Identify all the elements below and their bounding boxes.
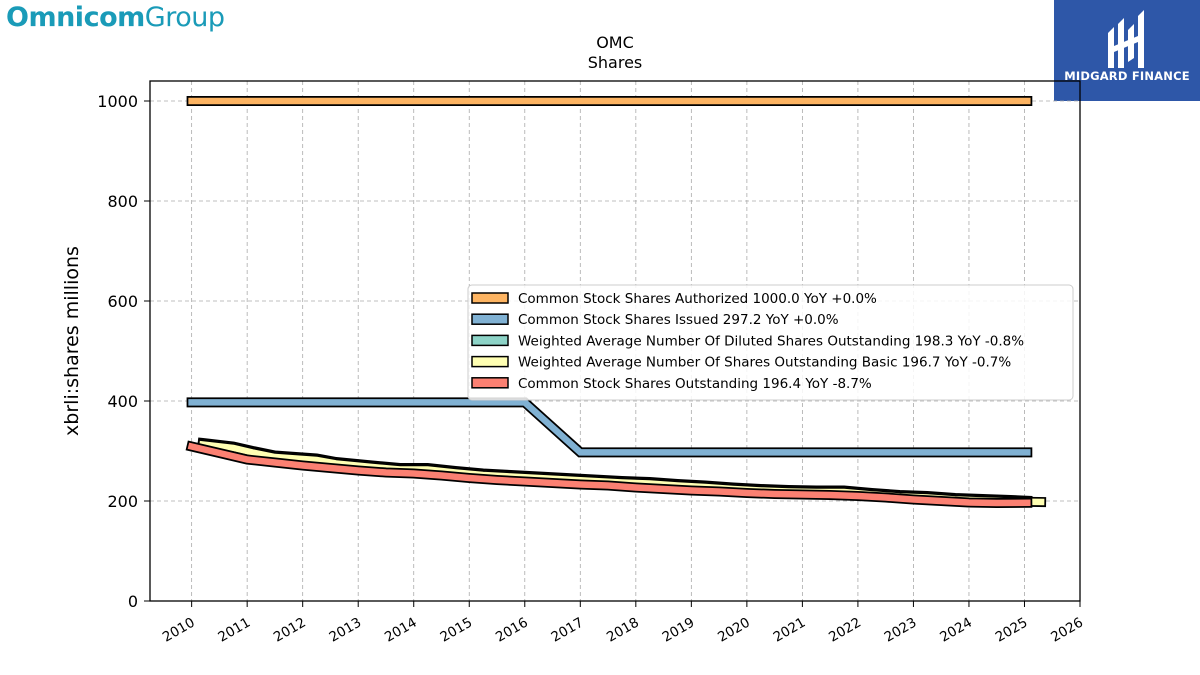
legend-swatch bbox=[471, 334, 509, 347]
x-tick-label: 2014 bbox=[382, 615, 420, 646]
midgard-finance-text: MIDGARD FINANCE bbox=[1064, 69, 1190, 83]
series-outline-common-stock-shares-issued bbox=[186, 397, 1033, 458]
x-tick-label: 2010 bbox=[160, 615, 198, 646]
x-tick-label: 2025 bbox=[993, 615, 1031, 646]
x-tick-label: 2017 bbox=[549, 615, 587, 646]
plot-frame bbox=[149, 80, 1081, 602]
series-line-common-stock-shares-outstanding bbox=[187, 442, 1031, 507]
x-tick-label: 2013 bbox=[326, 615, 364, 646]
x-tick-label: 2024 bbox=[937, 615, 975, 646]
y-tick-label: 200 bbox=[107, 492, 138, 511]
legend-swatch bbox=[471, 313, 509, 325]
x-tick-label: 2023 bbox=[882, 615, 920, 646]
legend-swatch bbox=[471, 292, 509, 304]
y-tick-label: 800 bbox=[107, 192, 138, 211]
legend-label: Weighted Average Number Of Shares Outsta… bbox=[518, 355, 1011, 371]
x-tick-label: 2022 bbox=[826, 615, 864, 646]
x-tick-label: 2015 bbox=[437, 615, 475, 646]
series-layer bbox=[185, 96, 1047, 509]
legend-label: Common Stock Shares Issued 297.2 YoY +0.… bbox=[518, 312, 839, 328]
y-axis: 0 200 400 600 800 1000 bbox=[97, 92, 150, 611]
y-axis-label: xbrli:shares millions bbox=[61, 246, 83, 436]
legend-frame bbox=[467, 284, 1074, 401]
series-line-common-stock-shares-issued bbox=[188, 399, 1031, 456]
y-tick-label: 400 bbox=[107, 392, 138, 411]
x-tick-label: 2012 bbox=[271, 615, 309, 646]
legend-swatch bbox=[471, 377, 509, 389]
legend-label: Common Stock Shares Outstanding 196.4 Yo… bbox=[518, 376, 872, 392]
y-tick-label: 0 bbox=[128, 592, 138, 611]
legend-label: Weighted Average Number Of Diluted Share… bbox=[518, 333, 1024, 349]
x-tick-label: 2019 bbox=[660, 615, 698, 646]
chart-legend: Common Stock Shares Authorized 1000.0 Yo… bbox=[467, 284, 1074, 401]
chart-subtitle: Shares bbox=[588, 53, 643, 72]
x-tick-label: 2018 bbox=[604, 615, 642, 646]
y-tick-label: 1000 bbox=[97, 92, 138, 111]
legend-label: Common Stock Shares Authorized 1000.0 Yo… bbox=[518, 291, 877, 307]
logo-text-group: Group bbox=[144, 2, 225, 33]
y-tick-label: 600 bbox=[107, 292, 138, 311]
omnicom-group-logo: OmnicomGroup bbox=[6, 2, 225, 33]
chart-title: OMC bbox=[596, 33, 634, 52]
x-tick-label: 2016 bbox=[493, 615, 531, 646]
midgard-logo-mark-icon bbox=[1108, 10, 1144, 68]
x-tick-label: 2011 bbox=[215, 615, 253, 646]
x-tick-label: 2020 bbox=[715, 615, 753, 646]
x-tick-label: 2026 bbox=[1048, 615, 1086, 646]
x-axis: 2010 2011 2012 2013 2014 2015 2016 2017 2018 2019… bbox=[160, 601, 1086, 646]
midgard-finance-logo: MIDGARD FINANCE bbox=[1054, 0, 1200, 101]
logo-text-omnicom: Omnicom bbox=[6, 2, 145, 33]
x-tick-label: 2021 bbox=[771, 615, 809, 646]
legend-swatch bbox=[471, 355, 509, 368]
